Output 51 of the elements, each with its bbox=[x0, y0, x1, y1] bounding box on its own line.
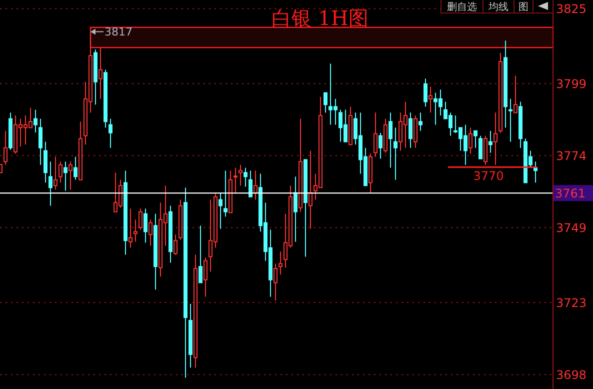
candlestick bbox=[38, 118, 42, 166]
candlestick bbox=[274, 263, 278, 302]
candlestick bbox=[308, 150, 312, 230]
candlestick bbox=[408, 112, 412, 148]
candlestick bbox=[518, 101, 522, 148]
candlestick bbox=[74, 156, 78, 180]
candlestick bbox=[424, 78, 428, 108]
candlestick bbox=[184, 187, 188, 378]
candlestick bbox=[124, 170, 128, 256]
candlestick bbox=[68, 161, 72, 190]
candlestick bbox=[98, 47, 102, 100]
candlestick bbox=[128, 208, 132, 248]
candlestick bbox=[428, 86, 432, 114]
candlestick bbox=[194, 254, 198, 368]
candlestick bbox=[244, 167, 248, 188]
candlestick bbox=[494, 112, 498, 166]
candlestick bbox=[278, 251, 282, 276]
candlestick bbox=[144, 208, 148, 244]
candlestick bbox=[4, 130, 8, 166]
candlestick bbox=[394, 127, 398, 180]
candlestick bbox=[58, 161, 62, 184]
ref-line-label: 3761 bbox=[555, 186, 586, 201]
candlestick bbox=[48, 161, 52, 206]
y-tick-label: 3723 bbox=[556, 296, 587, 310]
candlestick bbox=[108, 118, 112, 148]
candlestick bbox=[488, 130, 492, 154]
candlestick bbox=[508, 98, 512, 142]
annotation: 删自选 bbox=[447, 1, 477, 13]
candlestick bbox=[168, 205, 172, 264]
y-tick-label: 3698 bbox=[556, 368, 587, 382]
candlestick bbox=[64, 161, 68, 192]
y-tick-label: 3825 bbox=[556, 2, 587, 16]
annotation: 3817 bbox=[104, 26, 132, 39]
candlestick bbox=[418, 112, 422, 132]
candlestick bbox=[188, 303, 192, 368]
candlestick bbox=[374, 112, 378, 158]
candlestick bbox=[154, 213, 158, 290]
annotation: 图 bbox=[518, 2, 528, 13]
annotation: 均线 bbox=[488, 1, 508, 13]
candlestick bbox=[204, 257, 208, 298]
y-tick-label: 3799 bbox=[556, 77, 587, 92]
y-tick-label: 3774 bbox=[556, 149, 587, 164]
chart-title: 白银 1H图 bbox=[272, 6, 368, 30]
ref-line-label: 3770 bbox=[473, 169, 504, 184]
candlestick bbox=[368, 153, 372, 194]
candlestick bbox=[134, 219, 138, 242]
candlestick bbox=[294, 176, 298, 242]
y-tick-label: 3749 bbox=[556, 221, 587, 236]
candlestick bbox=[234, 167, 238, 194]
candlestick bbox=[504, 40, 508, 128]
candlestick bbox=[388, 112, 392, 168]
